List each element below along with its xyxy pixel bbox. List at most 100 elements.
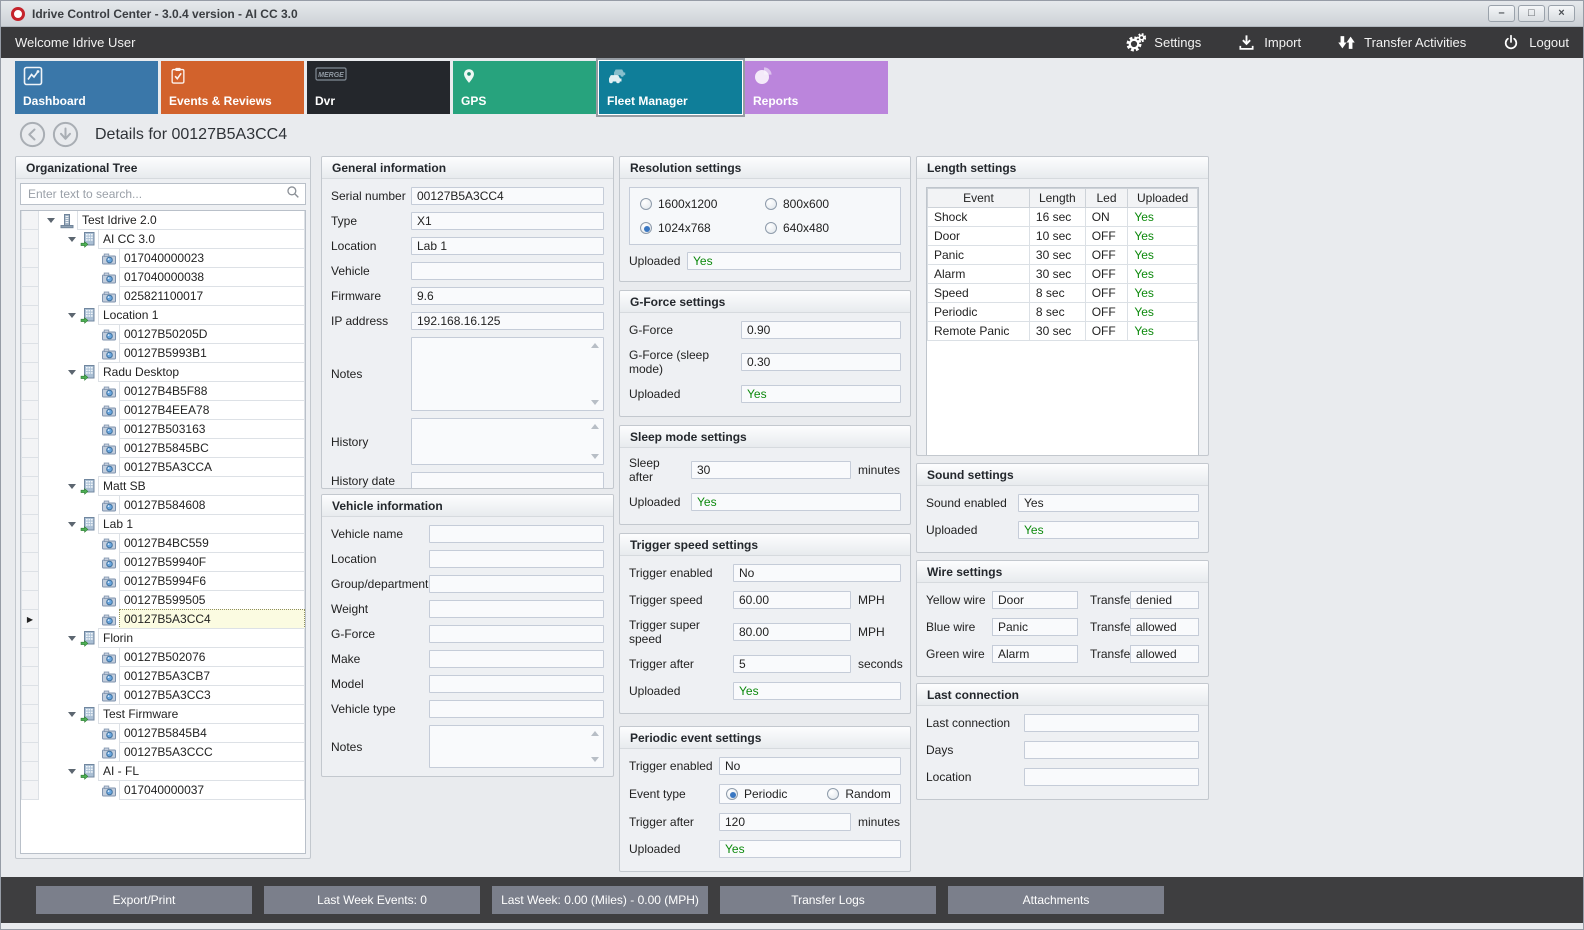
nav-tile-dashboard[interactable]: Dashboard: [15, 61, 158, 114]
scroll-down-icon[interactable]: [591, 757, 599, 762]
expand-arrow-icon[interactable]: [68, 313, 76, 318]
tree-item-00127b502076[interactable]: 00127B502076: [21, 647, 305, 667]
field-group-department-input[interactable]: [429, 575, 604, 593]
tree-item-017040000037[interactable]: 017040000037: [21, 780, 305, 800]
field-sleep-after-input[interactable]: 30: [691, 461, 851, 479]
nav-tile-dvr[interactable]: MERGE Dvr: [307, 61, 450, 114]
field-model-input[interactable]: [429, 675, 604, 693]
table-row[interactable]: Shock 16 sec ON Yes: [927, 207, 1198, 227]
field-history-date-input[interactable]: [411, 472, 604, 488]
field-trigger-after-input[interactable]: 120: [719, 813, 851, 831]
tree-item-00127b584608[interactable]: 00127B584608: [21, 495, 305, 515]
tree-item-017040000023[interactable]: 017040000023: [21, 248, 305, 268]
field-g-force-sleep-mode-input[interactable]: 0.30: [741, 353, 901, 371]
field-location-input[interactable]: [429, 550, 604, 568]
field-last-connection-input[interactable]: [1024, 714, 1199, 732]
nav-tile-gps[interactable]: GPS: [453, 61, 596, 114]
tree-item-00127b5845b4[interactable]: 00127B5845B4: [21, 723, 305, 743]
tree-item-017040000038[interactable]: 017040000038: [21, 267, 305, 287]
field-trigger-enabled-input[interactable]: No: [719, 757, 901, 775]
table-row[interactable]: Alarm 30 sec OFF Yes: [927, 264, 1198, 284]
bottom-button-transfer-logs[interactable]: Transfer Logs: [720, 886, 936, 914]
wire-green-wire-event-input[interactable]: Alarm: [992, 645, 1078, 663]
field-vehicle-type-input[interactable]: [429, 700, 604, 718]
tree-item-00127b5a3cc4[interactable]: ▶ 00127B5A3CC4: [21, 609, 305, 629]
field-days-input[interactable]: [1024, 741, 1199, 759]
field-trigger-speed-input[interactable]: 60.00: [733, 591, 851, 609]
field-g-force-input[interactable]: 0.90: [741, 321, 901, 339]
window-maximize-button[interactable]: □: [1518, 5, 1545, 22]
field-notes-textarea[interactable]: [411, 337, 604, 411]
tree-item-matt-sb[interactable]: Matt SB: [21, 476, 305, 496]
field-uploaded-input[interactable]: Yes: [719, 840, 901, 858]
scroll-up-icon[interactable]: [591, 424, 599, 429]
window-close-button[interactable]: ×: [1548, 5, 1575, 22]
radio-icon[interactable]: [765, 222, 777, 234]
field-serial-number-input[interactable]: 00127B5A3CC4: [411, 187, 604, 205]
field-uploaded-input[interactable]: Yes: [691, 493, 901, 511]
field-vehicle-input[interactable]: [411, 262, 604, 280]
resolution-option-800x600[interactable]: 800x600: [765, 197, 890, 211]
table-row[interactable]: Speed 8 sec OFF Yes: [927, 283, 1198, 303]
tree-item-location-1[interactable]: Location 1: [21, 305, 305, 325]
tree-item-00127b5993b1[interactable]: 00127B5993B1: [21, 343, 305, 363]
resolution-option-1600x1200[interactable]: 1600x1200: [640, 197, 765, 211]
tree-item-00127b5a3cc3[interactable]: 00127B5A3CC3: [21, 685, 305, 705]
tree-item-00127b50205d[interactable]: 00127B50205D: [21, 324, 305, 344]
tree-item-00127b5845bc[interactable]: 00127B5845BC: [21, 438, 305, 458]
field-history-textarea[interactable]: [411, 418, 604, 465]
field-trigger-after-input[interactable]: 5: [733, 655, 851, 673]
expand-arrow-icon[interactable]: [68, 712, 76, 717]
field-notes-textarea[interactable]: [429, 725, 604, 768]
tree-item-00127b59940f[interactable]: 00127B59940F: [21, 552, 305, 572]
toolbar-transfer-activities-button[interactable]: Transfer Activities: [1335, 33, 1466, 53]
wire-blue-wire-event-input[interactable]: Panic: [992, 618, 1078, 636]
scroll-down-icon[interactable]: [591, 400, 599, 405]
field-make-input[interactable]: [429, 650, 604, 668]
tree-item-florin[interactable]: Florin: [21, 628, 305, 648]
field-sound-enabled-input[interactable]: Yes: [1018, 494, 1199, 512]
expand-arrow-icon[interactable]: [68, 370, 76, 375]
tree-item-test-firmware[interactable]: Test Firmware: [21, 704, 305, 724]
expand-arrow-icon[interactable]: [47, 218, 55, 223]
field-trigger-enabled-input[interactable]: No: [733, 564, 901, 582]
scroll-up-icon[interactable]: [591, 731, 599, 736]
field-firmware-input[interactable]: 9.6: [411, 287, 604, 305]
back-button[interactable]: [19, 121, 46, 148]
tree-item-00127b5a3cca[interactable]: 00127B5A3CCA: [21, 457, 305, 477]
wire-blue-wire-transfer-input[interactable]: allowed: [1130, 618, 1199, 636]
field-weight-input[interactable]: [429, 600, 604, 618]
radio-icon[interactable]: [640, 198, 652, 210]
field-uploaded-input[interactable]: Yes: [733, 682, 901, 700]
field-trigger-super-speed-input[interactable]: 80.00: [733, 623, 851, 641]
bottom-button-attachments[interactable]: Attachments: [948, 886, 1164, 914]
tree-item-00127b4eea78[interactable]: 00127B4EEA78: [21, 400, 305, 420]
field-g-force-input[interactable]: [429, 625, 604, 643]
bottom-button-last-week-0-00-miles-0-00-mph[interactable]: Last Week: 0.00 (Miles) - 0.00 (MPH): [492, 886, 708, 914]
expand-arrow-icon[interactable]: [68, 237, 76, 242]
tree-item-00127b5a3cb7[interactable]: 00127B5A3CB7: [21, 666, 305, 686]
tree-item-025821100017[interactable]: 025821100017: [21, 286, 305, 306]
radio-option-random[interactable]: Random: [827, 787, 891, 801]
tree-item-ai-fl[interactable]: AI - FL: [21, 761, 305, 781]
field-type-input[interactable]: X1: [411, 212, 604, 230]
field-uploaded-input[interactable]: Yes: [741, 385, 901, 403]
expand-arrow-icon[interactable]: [68, 636, 76, 641]
nav-tile-fleet-manager[interactable]: Fleet Manager: [599, 61, 742, 114]
field-location-input[interactable]: Lab 1: [411, 237, 604, 255]
bottom-button-last-week-events-0[interactable]: Last Week Events: 0: [264, 886, 480, 914]
expand-arrow-icon[interactable]: [68, 484, 76, 489]
radio-icon[interactable]: [765, 198, 777, 210]
radio-icon[interactable]: [827, 788, 840, 800]
expand-arrow-icon[interactable]: [68, 522, 76, 527]
resolution-option-1024x768[interactable]: 1024x768: [640, 221, 765, 235]
scroll-down-button[interactable]: [52, 121, 79, 148]
table-row[interactable]: Panic 30 sec OFF Yes: [927, 245, 1198, 265]
tree-item-radu-desktop[interactable]: Radu Desktop: [21, 362, 305, 382]
tree-item-00127b599505[interactable]: 00127B599505: [21, 590, 305, 610]
table-row[interactable]: Door 10 sec OFF Yes: [927, 226, 1198, 246]
tree-item-lab-1[interactable]: Lab 1: [21, 514, 305, 534]
wire-green-wire-transfer-input[interactable]: allowed: [1130, 645, 1199, 663]
tree-item-test-idrive-2-0[interactable]: Test Idrive 2.0: [21, 211, 305, 230]
wire-yellow-wire-event-input[interactable]: Door: [992, 591, 1078, 609]
